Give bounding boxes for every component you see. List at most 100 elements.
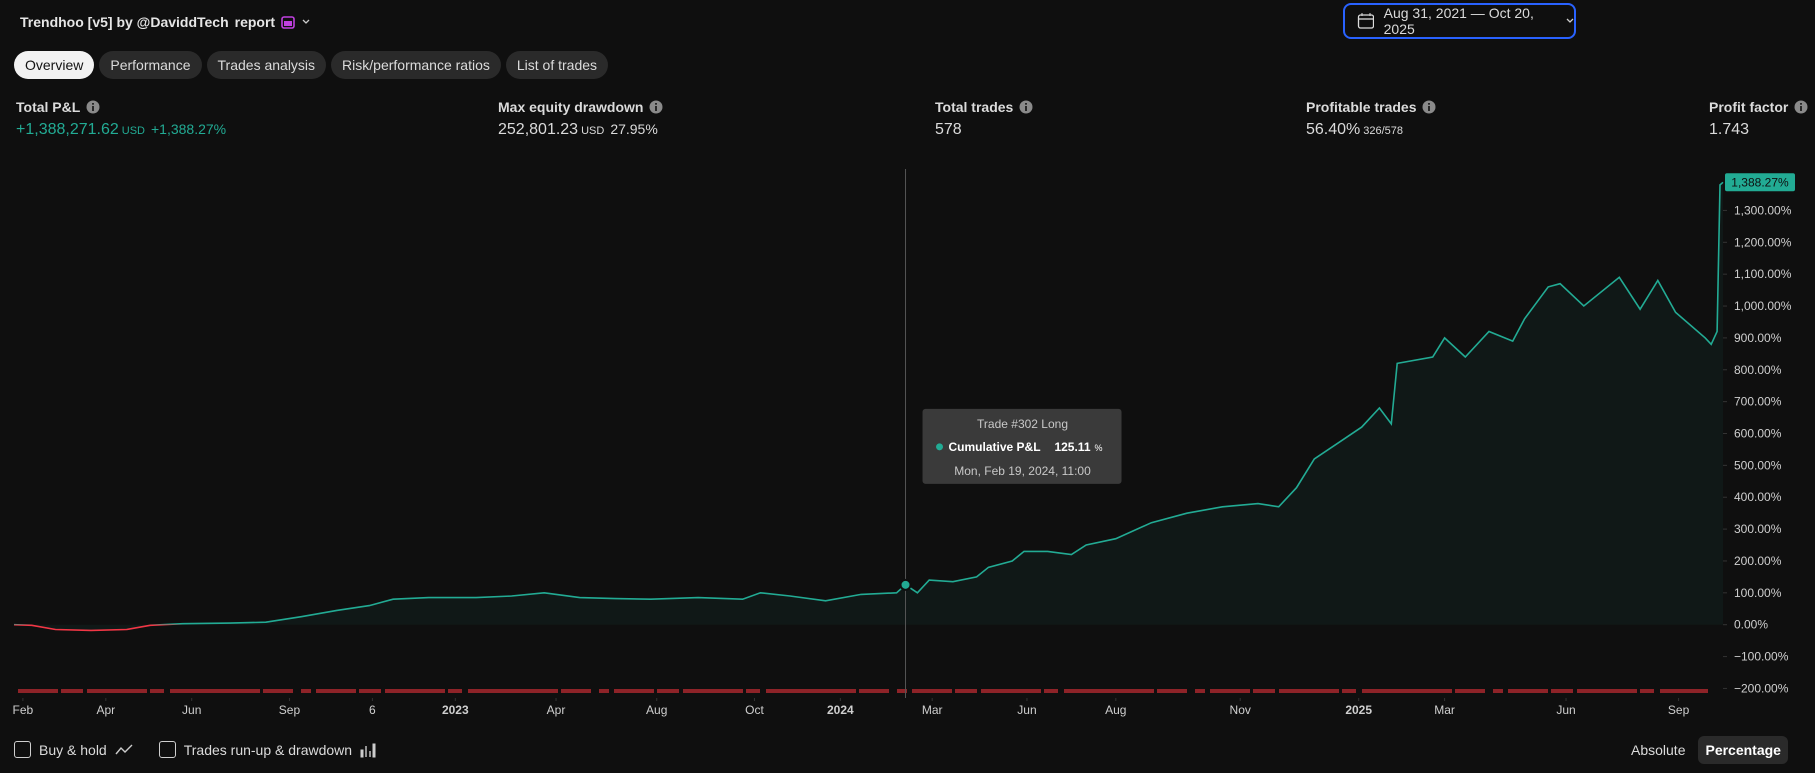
- x-tick-label: 2023: [442, 703, 469, 717]
- title-text: Trendhoo [v5] by @DaviddTech: [20, 14, 229, 30]
- x-tick-label: Aug: [1105, 703, 1126, 717]
- metric-value-text: 252,801.23: [498, 121, 579, 138]
- x-tick-label: Mar: [922, 703, 943, 717]
- x-tick-label: Oct: [745, 703, 764, 717]
- x-tick-label: 6: [369, 703, 376, 717]
- y-tick-label: 400.00%: [1734, 490, 1782, 504]
- metric-extra: 27.95%: [610, 121, 658, 137]
- metric-extra: 326/578: [1363, 125, 1404, 137]
- calendar-badge: [281, 16, 295, 29]
- x-tick-label: Mar: [1434, 703, 1455, 717]
- tab[interactable]: Overview: [14, 51, 95, 79]
- date-range-button[interactable]: Aug 31, 2021 — Oct 20, 2025: [1343, 3, 1576, 39]
- metric-value-text: 56.40%: [1306, 121, 1361, 138]
- x-tick-label: 2025: [1345, 703, 1372, 717]
- y-tick-label: 800.00%: [1734, 363, 1782, 377]
- checkbox-label: Trades run-up & drawdown: [183, 741, 353, 758]
- checkbox-option[interactable]: Trades run-up & drawdown: [158, 741, 378, 758]
- x-tick-label: Nov: [1230, 703, 1251, 717]
- tab[interactable]: Performance: [99, 51, 202, 79]
- metric-unit: USD: [121, 125, 145, 137]
- metric-value-text: 1.743: [1709, 121, 1750, 138]
- metric-label-text: Max equity drawdown: [498, 99, 644, 115]
- tooltip-label: Cumulative P&L: [949, 440, 1041, 454]
- y-tick-label: 300.00%: [1734, 522, 1782, 536]
- report-text: report: [234, 14, 276, 30]
- metric-value: 56.40% 326/578: [1306, 121, 1436, 139]
- metric: Total trades 578: [935, 99, 1033, 139]
- metric-label: Profit factor: [1709, 99, 1808, 115]
- toggle-option[interactable]: Percentage: [1698, 736, 1788, 764]
- metric-label: Total trades: [935, 99, 1033, 115]
- metric-value: 578: [935, 121, 1033, 139]
- y-tick-label: 100.00%: [1734, 586, 1782, 600]
- y-tick-label: 600.00%: [1734, 427, 1782, 441]
- x-tick-label: Sep: [279, 703, 301, 717]
- tooltip-title: Trade #302 Long: [977, 417, 1068, 431]
- x-tick-label: Jun: [182, 703, 201, 717]
- checkbox[interactable]: [14, 741, 31, 758]
- x-tick-label: 2024: [827, 703, 854, 717]
- y-tick-label: −100.00%: [1734, 650, 1789, 664]
- y-tick-label: 1,000.00%: [1734, 299, 1792, 313]
- metric-value-text: 578: [935, 121, 962, 138]
- metric-value: 1.743: [1709, 121, 1808, 139]
- tab-bar: Overview Performance Trades analysis Risk/p…: [14, 51, 609, 79]
- metric: Profit factor 1.743: [1709, 99, 1808, 139]
- x-tick-label: Aug: [646, 703, 667, 717]
- info-icon[interactable]: [86, 100, 100, 114]
- tab[interactable]: Risk/performance ratios: [331, 51, 501, 79]
- tooltip-swatch: [936, 443, 944, 451]
- x-tick-label: Jun: [1017, 703, 1036, 717]
- metric-unit: USD: [581, 125, 605, 137]
- x-tick-label: Apr: [547, 703, 566, 717]
- equity-chart: −200.00% −100.00% 0.00% 100.00% 200.00% 300.0…: [13, 169, 1795, 717]
- unit-toggle: Absolute Percentage: [1624, 736, 1788, 764]
- strategy-title[interactable]: Trendhoo [v5] by @DaviddTech report: [20, 14, 311, 30]
- chevron: [1566, 18, 1574, 23]
- tooltip-unit: %: [1095, 443, 1103, 453]
- y-tick-label: 200.00%: [1734, 554, 1782, 568]
- y-tick-label: 500.00%: [1734, 458, 1782, 472]
- metric-label-text: Total trades: [935, 99, 1014, 115]
- x-tick-label: Sep: [1668, 703, 1690, 717]
- info-icon[interactable]: [1422, 100, 1436, 114]
- line: [13, 181, 1724, 632]
- option-icon: [115, 744, 133, 754]
- chart-options: Buy & hold Trades run-up & drawdown: [14, 741, 378, 758]
- tab[interactable]: List of trades: [505, 51, 609, 79]
- metric: Max equity drawdown 252,801.23 USD 27.95%: [498, 99, 663, 139]
- tooltip-value-number: 125.11: [1054, 440, 1090, 454]
- y-tick-label: 1,100.00%: [1734, 267, 1792, 281]
- y-tick-label: 700.00%: [1734, 395, 1782, 409]
- toggle-option[interactable]: Absolute: [1631, 742, 1686, 758]
- metric-extra: +1,388.27%: [151, 121, 227, 137]
- checkbox[interactable]: [158, 741, 176, 758]
- metric-value: +1,388,271.62 USD +1,388.27%: [16, 121, 226, 139]
- area: [14, 182, 1723, 631]
- metric: Total P&L +1,388,271.62 USD +1,388.27%: [16, 99, 226, 139]
- checkbox-option[interactable]: Buy & hold: [14, 741, 133, 758]
- hover-point: [899, 578, 912, 591]
- y-tick-label: 0.00%: [1734, 618, 1768, 632]
- x-tick-label: Apr: [96, 703, 115, 717]
- tooltip-box: [922, 408, 1122, 484]
- tooltip-date: Mon, Feb 19, 2024, 11:00: [954, 464, 1091, 478]
- info-icon[interactable]: [649, 100, 663, 114]
- metric-label: Max equity drawdown: [498, 99, 663, 115]
- tab[interactable]: Trades analysis: [206, 51, 327, 79]
- metric-label-text: Profitable trades: [1306, 99, 1417, 115]
- y-tick-label: 900.00%: [1734, 331, 1782, 345]
- x-tick-label: Jun: [1556, 703, 1575, 717]
- metric-value: 252,801.23 USD 27.95%: [498, 121, 663, 139]
- x-tick-label: Feb: [13, 703, 34, 717]
- metric-value-text: +1,388,271.62: [16, 121, 119, 138]
- metric-label: Total P&L: [16, 99, 226, 115]
- y-tick-label: −200.00%: [1734, 681, 1789, 695]
- chevron: [302, 19, 310, 24]
- y-tick-label: 1,200.00%: [1734, 235, 1792, 249]
- info-icon[interactable]: [1019, 100, 1033, 114]
- metric-label: Profitable trades: [1306, 99, 1436, 115]
- info-icon[interactable]: [1794, 100, 1808, 114]
